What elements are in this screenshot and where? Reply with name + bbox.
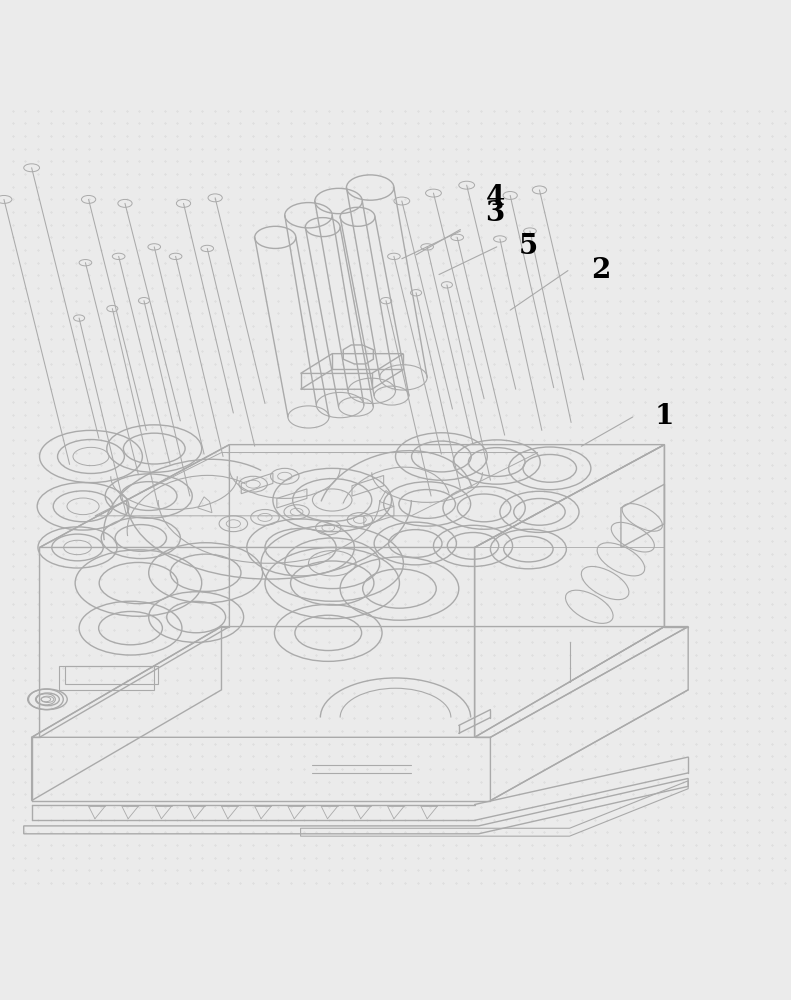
Text: 1: 1	[655, 403, 674, 430]
Text: 3: 3	[486, 200, 505, 227]
Text: 5: 5	[519, 233, 538, 260]
Text: 2: 2	[592, 257, 611, 284]
Text: 4: 4	[486, 184, 505, 211]
